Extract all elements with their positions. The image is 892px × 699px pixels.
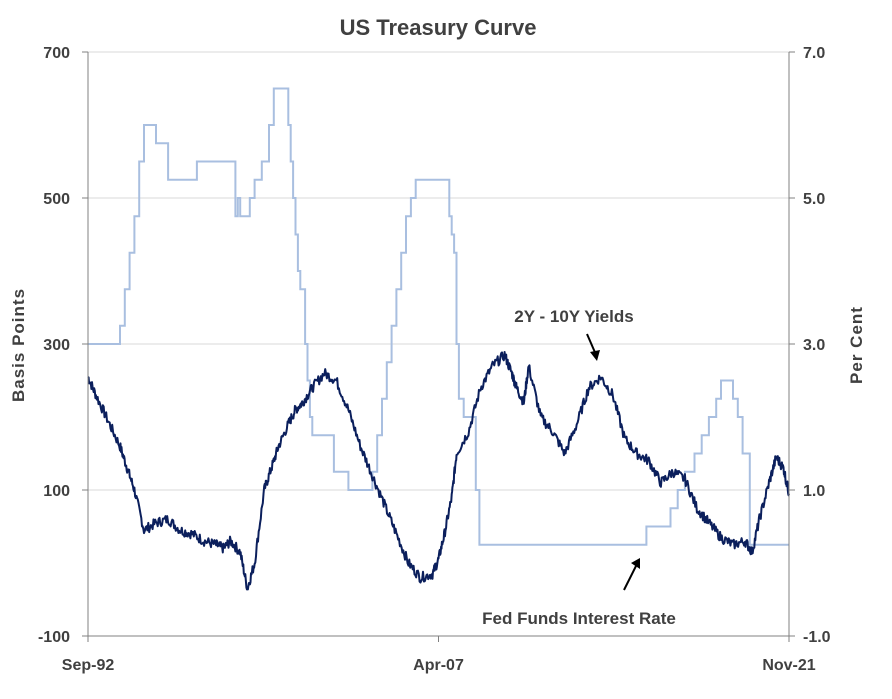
right-tick-label: 3.0 [803,337,825,354]
spread-series [87,351,790,591]
grid-lines [88,51,789,491]
x-tick-label: Apr-07 [413,657,464,674]
right-tick-label: 7.0 [803,45,825,62]
left-tick-label: 500 [43,191,70,208]
x-tick-label: Sep-92 [62,657,115,674]
fedfunds-annotation: Fed Funds Interest Rate [482,609,676,628]
spread-line [87,351,790,591]
fedfunds-annotation-arrow-head [631,558,640,569]
x-tick-label: Nov-21 [762,657,815,674]
tick-labels: 700 7.0 500 5.0 300 3.0 100 1.0 -100 -1.0 Sep-92 Ap… [38,45,831,674]
right-tick-label: 5.0 [803,191,825,208]
fed-funds-series [88,87,789,546]
left-tick-label: 100 [43,483,70,500]
chart-title: US Treasury Curve [340,15,537,40]
right-tick-label: 1.0 [803,483,825,500]
left-axis-title: Basis Points [9,288,28,402]
axes [82,51,795,642]
left-tick-label: 300 [43,337,70,354]
left-tick-label: 700 [43,45,70,62]
right-axis-title: Per Cent [847,306,866,384]
spread-annotation-arrow-head [590,350,600,361]
spread-annotation: 2Y - 10Y Yields [514,307,633,326]
fed-funds-line [88,87,789,546]
right-tick-label: -1.0 [803,629,831,646]
fedfunds-annotation-arrow-shaft [623,561,639,591]
left-tick-label: -100 [38,629,70,646]
